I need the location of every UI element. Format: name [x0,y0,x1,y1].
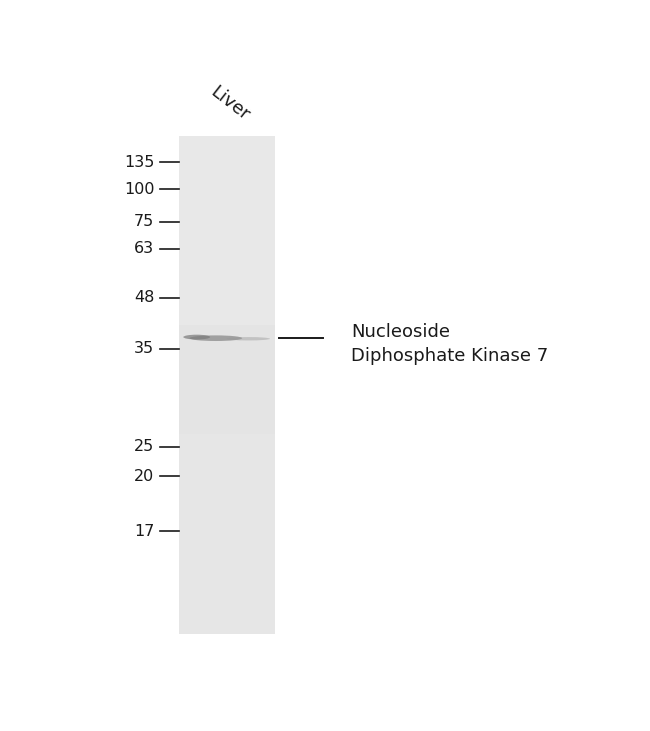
Text: Liver: Liver [207,83,253,124]
Text: Nucleoside
Diphosphate Kinase 7: Nucleoside Diphosphate Kinase 7 [351,322,548,365]
Text: 63: 63 [134,241,154,256]
Text: 48: 48 [134,290,154,305]
Bar [179,434,275,634]
Text: 20: 20 [134,469,154,484]
Bar [179,135,275,634]
Text: 35: 35 [134,341,154,357]
Text: 100: 100 [124,181,154,197]
Text: 75: 75 [134,214,154,230]
Text: 17: 17 [134,524,154,539]
Ellipse shape [227,337,270,341]
Text: 135: 135 [124,154,154,170]
Bar [179,135,275,325]
Ellipse shape [190,336,242,341]
Text: 25: 25 [134,439,154,455]
Ellipse shape [183,335,210,339]
